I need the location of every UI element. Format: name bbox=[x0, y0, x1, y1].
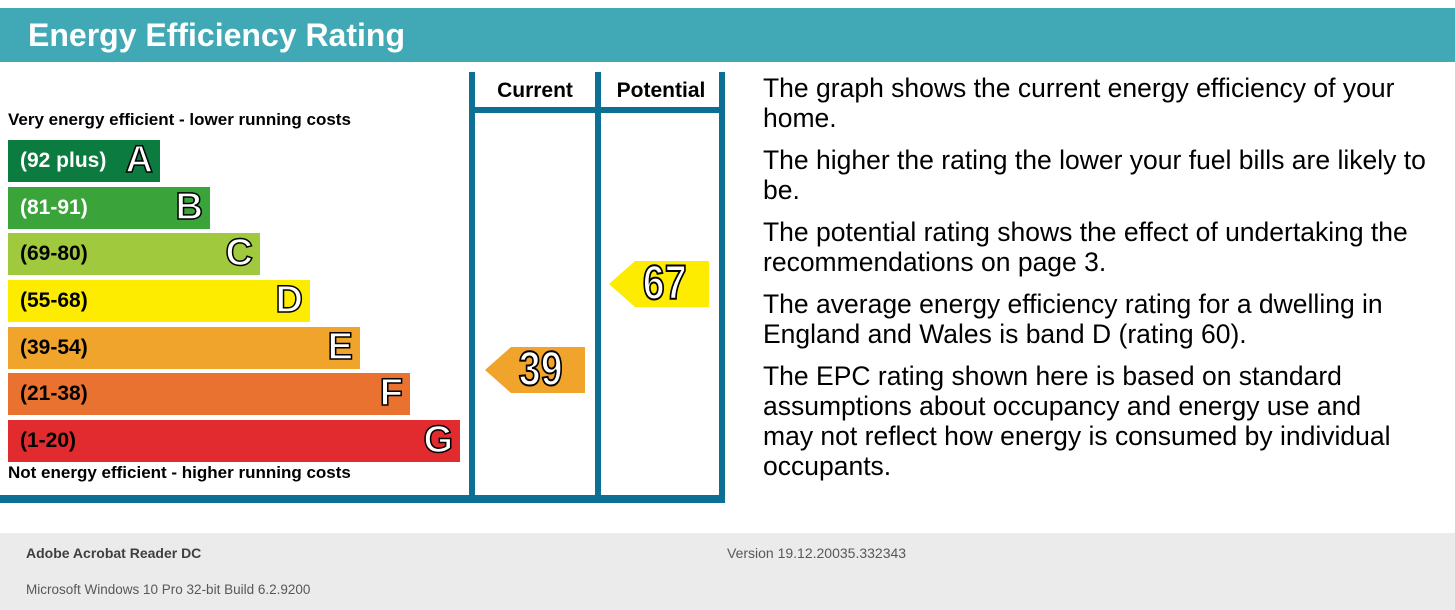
band-range-label: (92 plus) bbox=[20, 149, 107, 172]
status-bar: Adobe Acrobat Reader DC Version 19.12.20… bbox=[0, 533, 1455, 610]
band-c: (69-80) C bbox=[8, 232, 260, 276]
band-range-label: (55-68) bbox=[20, 289, 88, 313]
band-range-label: (21-38) bbox=[20, 382, 88, 406]
band-b: (81-91) B bbox=[8, 185, 210, 229]
band-range-label: (1-20) bbox=[20, 429, 77, 453]
column-header-underline bbox=[469, 107, 725, 113]
band-range-label: (69-80) bbox=[20, 242, 88, 266]
os-version-label: Microsoft Windows 10 Pro 32-bit Build 6.… bbox=[26, 582, 311, 597]
chart-bottom-border bbox=[0, 495, 725, 503]
band-range-label: (39-54) bbox=[20, 335, 88, 359]
description-text: The graph shows the current energy effic… bbox=[763, 73, 1455, 493]
app-name-label: Adobe Acrobat Reader DC bbox=[26, 545, 202, 561]
energy-efficiency-chart: Very energy efficient - lower running co… bbox=[0, 72, 725, 503]
description-paragraph: The graph shows the current energy effic… bbox=[763, 73, 1395, 133]
potential-column-header: Potential bbox=[616, 79, 706, 102]
description-paragraph: The average energy efficiency rating for… bbox=[763, 289, 1383, 349]
header-bar: Energy Efficiency Rating bbox=[0, 8, 1455, 62]
column-divider-right bbox=[719, 72, 725, 503]
band-e: (39-54) E bbox=[8, 325, 360, 369]
description-paragraph: The potential rating shows the effect of… bbox=[763, 217, 1408, 277]
column-divider-middle bbox=[595, 72, 601, 503]
band-d: (55-68) D bbox=[8, 279, 310, 323]
column-divider-left bbox=[469, 72, 475, 503]
app-version-label: Version 19.12.20035.332343 bbox=[727, 545, 907, 561]
potential-rating-arrow: 67 bbox=[609, 261, 709, 307]
band-letter: D bbox=[275, 279, 304, 322]
band-range-label: (81-91) bbox=[20, 195, 88, 219]
band-list: (92 plus) A (81-91) B (69-80) C (55-68) D (39-54… bbox=[8, 140, 460, 467]
band-letter: B bbox=[175, 185, 204, 228]
band-letter: F bbox=[379, 372, 404, 415]
band-letter: A bbox=[125, 139, 154, 182]
description-paragraph: The higher the rating the lower your fue… bbox=[763, 145, 1426, 205]
current-rating-value: 39 bbox=[518, 343, 563, 396]
current-rating-arrow: 39 bbox=[485, 347, 585, 393]
band-a: (92 plus) A bbox=[8, 140, 160, 182]
band-g: (1-20) G bbox=[8, 419, 460, 463]
potential-rating-value: 67 bbox=[642, 257, 687, 310]
current-column-header: Current bbox=[497, 79, 573, 102]
band-letter: C bbox=[225, 232, 254, 275]
page-title: Energy Efficiency Rating bbox=[28, 17, 405, 53]
chart-top-note: Very energy efficient - lower running co… bbox=[8, 110, 351, 129]
band-letter: E bbox=[327, 325, 354, 368]
band-f: (21-38) F bbox=[8, 372, 410, 416]
chart-bottom-note: Not energy efficient - higher running co… bbox=[8, 463, 351, 482]
description-paragraph: The EPC rating shown here is based on st… bbox=[763, 361, 1391, 481]
band-letter: G bbox=[423, 419, 454, 462]
